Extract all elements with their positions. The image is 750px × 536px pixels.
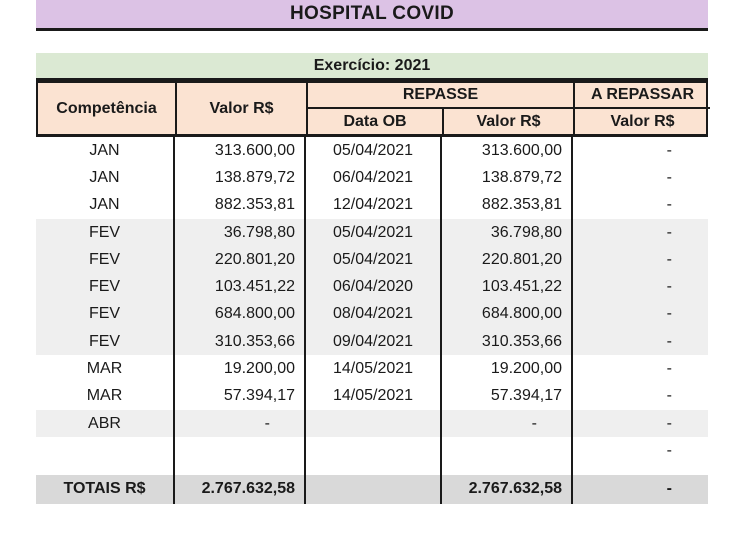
table-row: FEV 310.353,66 09/04/2021 310.353,66 - <box>36 328 708 356</box>
totals-repasse-valor: 2.767.632,58 <box>442 474 573 504</box>
exercicio-band: Exercício: 2021 <box>36 53 708 81</box>
cell-a-repassar: - <box>666 168 672 186</box>
header-data-ob: Data OB <box>308 109 444 134</box>
cell-valor: 220.801,20 <box>175 246 306 274</box>
cell-a-repassar: - <box>666 360 672 378</box>
cell-competencia: MAR <box>36 382 175 410</box>
cell-a-repassar: - <box>666 223 672 241</box>
table-row: FEV 684.800,00 08/04/2021 684.800,00 - <box>36 300 708 329</box>
cell-competencia: MAR <box>36 355 175 383</box>
cell-data-ob: 05/04/2021 <box>306 137 442 165</box>
cell-valor: 313.600,00 <box>175 137 306 165</box>
table-row: MAR 57.394,17 14/05/2021 57.394,17 - <box>36 382 708 410</box>
cell-repasse-valor: 684.800,00 <box>442 300 573 329</box>
cell-competencia: JAN <box>36 191 175 219</box>
spacer-cell <box>306 464 442 475</box>
page-title: HOSPITAL COVID <box>290 3 454 24</box>
header-valor: Valor R$ <box>177 83 308 134</box>
cell-repasse-valor: 310.353,66 <box>442 328 573 356</box>
table-row: JAN 882.353,81 12/04/2021 882.353,81 - <box>36 191 708 219</box>
cell-a-repassar: - <box>666 141 672 159</box>
cell-valor: 36.798,80 <box>175 218 306 247</box>
totals-row: TOTAIS R$ 2.767.632,58 2.767.632,58 - <box>36 474 708 504</box>
header-a-repassar-valor: Valor R$ <box>610 112 675 130</box>
cell-valor: 103.451,22 <box>175 273 306 301</box>
spacer-cell <box>442 464 573 475</box>
cell-competencia: FEV <box>36 300 175 329</box>
table-body: JAN 313.600,00 05/04/2021 313.600,00 - J… <box>36 137 708 504</box>
header-competencia: Competência <box>38 83 177 134</box>
table-row: - <box>36 437 708 465</box>
cell-repasse-valor <box>442 437 573 465</box>
cell-a-repassar: - <box>666 250 672 268</box>
cell-repasse-valor: 19.200,00 <box>442 355 573 383</box>
cell-valor: 57.394,17 <box>175 382 306 410</box>
cell-valor: 138.879,72 <box>175 164 306 192</box>
cell-a-repassar: - <box>666 414 672 432</box>
cell-competencia: FEV <box>36 273 175 301</box>
exercicio-label: Exercício: 2021 <box>313 56 431 74</box>
cell-competencia: FEV <box>36 328 175 356</box>
table-row: FEV 220.801,20 05/04/2021 220.801,20 - <box>36 246 708 274</box>
cell-data-ob: 05/04/2021 <box>306 246 442 274</box>
cell-data-ob: 14/05/2021 <box>306 382 442 410</box>
cell-competencia: FEV <box>36 218 175 247</box>
cell-repasse-valor: 220.801,20 <box>442 246 573 274</box>
cell-a-repassar: - <box>666 196 672 214</box>
cell-repasse-valor: 36.798,80 <box>442 218 573 247</box>
spacer-row <box>36 464 708 475</box>
cell-repasse-valor: 138.879,72 <box>442 164 573 192</box>
totals-valor: 2.767.632,58 <box>175 474 306 504</box>
cell-valor: 684.800,00 <box>175 300 306 329</box>
cell-valor: 19.200,00 <box>175 355 306 383</box>
cell-competencia: JAN <box>36 164 175 192</box>
table-row: JAN 138.879,72 06/04/2021 138.879,72 - <box>36 164 708 192</box>
cell-repasse-valor: - <box>442 409 573 438</box>
header-repasse-valor: Valor R$ <box>444 109 575 134</box>
cell-data-ob: 08/04/2021 <box>306 300 442 329</box>
cell-valor: - <box>175 409 306 438</box>
table-row: JAN 313.600,00 05/04/2021 313.600,00 - <box>36 137 708 165</box>
cell-competencia: FEV <box>36 246 175 274</box>
cell-a-repassar: - <box>666 305 672 323</box>
cell-repasse-valor: 882.353,81 <box>442 191 573 219</box>
cell-competencia <box>36 437 175 465</box>
cell-data-ob: 12/04/2021 <box>306 191 442 219</box>
cell-a-repassar: - <box>666 441 672 459</box>
totals-a-repassar: - <box>666 480 672 498</box>
cell-data-ob: 09/04/2021 <box>306 328 442 356</box>
totals-label: TOTAIS R$ <box>36 474 175 504</box>
cell-a-repassar: - <box>666 332 672 350</box>
table-row: FEV 36.798,80 05/04/2021 36.798,80 - <box>36 218 708 247</box>
cell-data-ob <box>306 409 442 438</box>
spacer-cell <box>175 464 306 475</box>
cell-repasse-valor: 103.451,22 <box>442 273 573 301</box>
cell-competencia: JAN <box>36 137 175 165</box>
cell-repasse-valor: 313.600,00 <box>442 137 573 165</box>
spacer-cell <box>573 465 708 475</box>
cell-valor: 882.353,81 <box>175 191 306 219</box>
cell-data-ob: 06/04/2020 <box>306 273 442 301</box>
cell-a-repassar: - <box>666 387 672 405</box>
header-a-repassar-group: A REPASSAR <box>575 83 710 109</box>
cell-data-ob <box>306 437 442 465</box>
cell-competencia: ABR <box>36 409 175 438</box>
cell-data-ob: 06/04/2021 <box>306 164 442 192</box>
totals-data-ob <box>306 474 442 504</box>
cell-a-repassar: - <box>666 278 672 296</box>
table-row: ABR - - - <box>36 409 708 438</box>
table-header: Competência Valor R$ REPASSE A REPASSAR … <box>36 81 710 137</box>
cell-repasse-valor: 57.394,17 <box>442 382 573 410</box>
header-repasse-group: REPASSE <box>308 83 575 109</box>
table-row: MAR 19.200,00 14/05/2021 19.200,00 - <box>36 355 708 383</box>
title-band: HOSPITAL COVID <box>36 0 708 31</box>
cell-valor <box>175 437 306 465</box>
table-row: FEV 103.451,22 06/04/2020 103.451,22 - <box>36 273 708 301</box>
spacer-cell <box>36 464 175 475</box>
cell-data-ob: 05/04/2021 <box>306 218 442 247</box>
cell-data-ob: 14/05/2021 <box>306 355 442 383</box>
cell-valor: 310.353,66 <box>175 328 306 356</box>
